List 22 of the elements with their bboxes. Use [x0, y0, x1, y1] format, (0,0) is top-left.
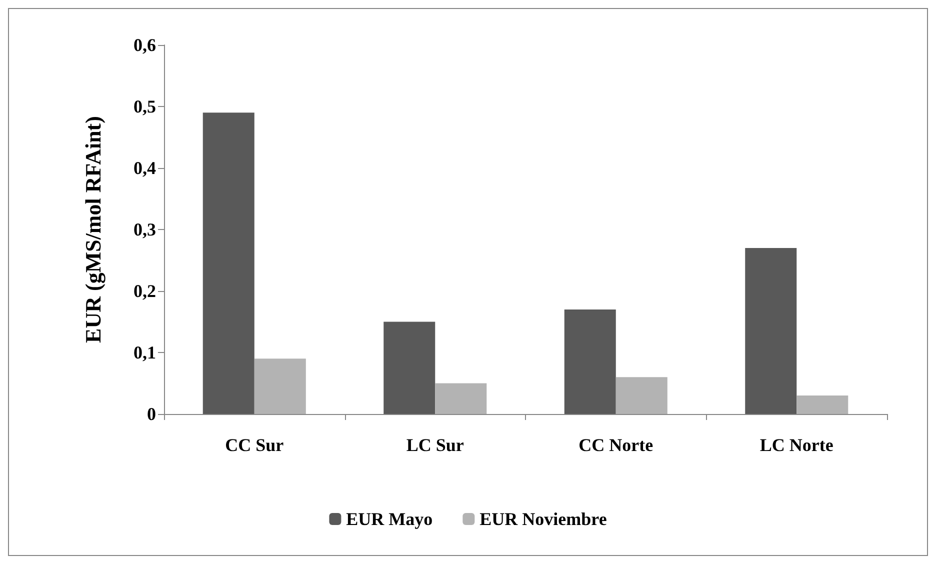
y-tick-label: 0,1	[134, 342, 156, 362]
legend-label: EUR Noviembre	[480, 509, 607, 529]
y-axis-title: EUR (gMS/mol RFAint)	[80, 116, 106, 343]
y-tick-label: 0,5	[134, 96, 156, 116]
bar	[745, 248, 797, 414]
x-tick-label: CC Norte	[578, 435, 654, 455]
bar	[616, 377, 668, 414]
legend-label: EUR Mayo	[346, 509, 433, 529]
x-tick-label: LC Norte	[760, 435, 834, 455]
x-tick-label: LC Sur	[406, 435, 464, 455]
y-tick-label: 0,6	[134, 35, 156, 55]
y-tick-label: 0,3	[134, 220, 156, 240]
y-tick-label: 0,4	[134, 158, 156, 178]
y-tick-label: 0,2	[134, 281, 156, 301]
bar	[564, 309, 616, 414]
x-tick-label: CC Sur	[225, 435, 284, 455]
bar	[254, 358, 306, 414]
bar	[384, 322, 436, 414]
y-tick-label: 0	[147, 404, 156, 424]
bar	[796, 396, 848, 414]
bar	[202, 112, 254, 414]
bar	[435, 383, 487, 414]
